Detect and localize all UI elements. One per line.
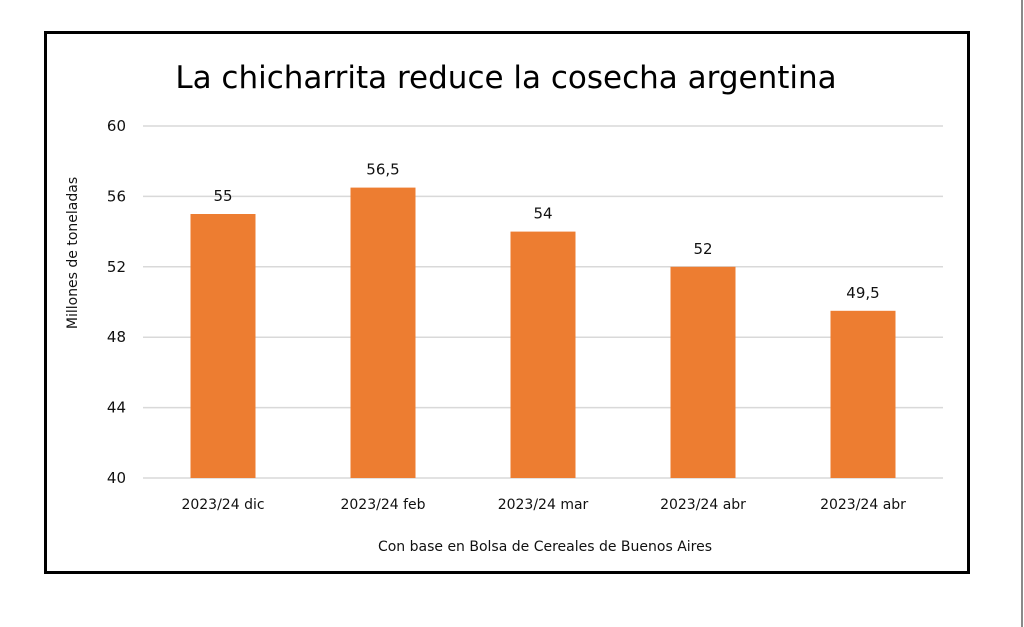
x-category-label: 2023/24 mar: [498, 497, 589, 513]
bar: [510, 231, 576, 478]
x-category-label: 2023/24 abr: [820, 497, 906, 513]
data-label: 49,5: [846, 284, 879, 302]
y-axis-label: Millones de toneladas: [65, 177, 81, 329]
data-label: 54: [533, 205, 552, 223]
y-tick-label: 48: [107, 328, 126, 346]
x-category-label: 2023/24 feb: [340, 497, 425, 513]
y-axis-ticks: 40 44 48 52 56 60: [107, 117, 126, 487]
x-category-label: 2023/24 abr: [660, 497, 746, 513]
data-labels: 55 56,5 54 52 49,5: [213, 161, 879, 302]
x-axis-label: Con base en Bolsa de Cereales de Buenos …: [378, 539, 712, 555]
y-tick-label: 40: [107, 469, 126, 487]
data-label: 56,5: [366, 161, 399, 179]
y-tick-label: 56: [107, 187, 126, 205]
data-label: 55: [213, 187, 232, 205]
window-edge-divider: [1021, 0, 1023, 627]
x-axis-categories: 2023/24 dic 2023/24 feb 2023/24 mar 2023/24…: [181, 497, 906, 513]
bar: [190, 214, 256, 478]
y-tick-label: 60: [107, 117, 126, 135]
bar: [350, 187, 416, 478]
y-tick-label: 44: [107, 399, 126, 417]
x-category-label: 2023/24 dic: [181, 497, 264, 513]
chart-title: La chicharrita reduce la cosecha argenti…: [175, 60, 836, 96]
bars: [190, 187, 896, 478]
bar: [830, 310, 896, 478]
data-label: 52: [693, 240, 712, 258]
y-tick-label: 52: [107, 258, 126, 276]
bar: [670, 266, 736, 478]
